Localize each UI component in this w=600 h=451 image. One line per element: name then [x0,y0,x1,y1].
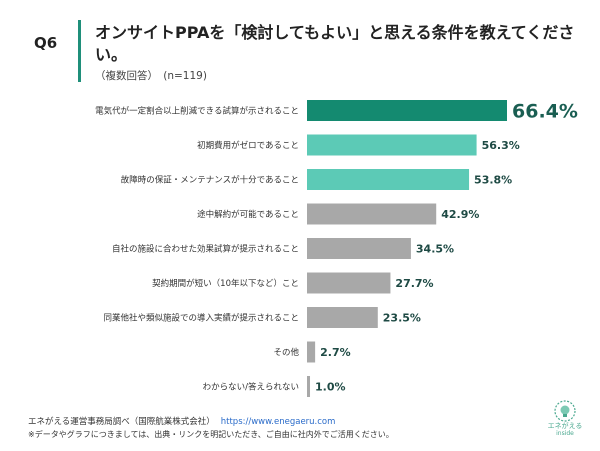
value-label-6: 23.5% [383,312,421,325]
bar-1 [307,134,477,156]
question-number: Q6 [34,34,58,52]
bar-chart: 電気代が一定割合以上削減できる試算が示されること初期費用がゼロであること故障時の… [95,100,578,397]
value-labels: 66.4% 56.3% 53.8% 42.9% 34.5% 27.7% 23.5% 2.7% 1… [315,101,578,394]
bar-0 [307,100,507,121]
bar-8 [307,376,311,397]
logo-text: エネがえる [547,422,583,430]
bar-2 [307,169,470,190]
bar-6 [307,307,378,328]
category-labels: 電気代が一定割合以上削減できる試算が示されること初期費用がゼロであること故障時の… [95,106,299,393]
category-label-1: 初期費用がゼロであること [197,140,299,151]
value-label-2: 53.8% [474,174,512,187]
value-label-8: 1.0% [315,381,346,394]
lightbulb-icon [554,400,576,422]
page-title: オンサイトPPAを「検討してもよい」と思える条件を教えてください。 [95,23,575,64]
value-label-7: 2.7% [320,346,351,359]
bar-3 [307,203,437,225]
category-label-6: 同業他社や類似施設での導入実績が提示されること [103,313,299,324]
value-label-4: 34.5% [416,243,454,256]
bar-5 [307,272,391,294]
category-label-0: 電気代が一定割合以上削減できる試算が示されること [95,106,299,117]
source-text: エネがえる運営事務局調べ（国際航業株式会社） [28,417,215,427]
bar-7 [307,341,316,363]
category-label-7: その他 [273,347,299,358]
category-label-2: 故障時の保証・メンテナンスが十分であること [121,175,299,186]
logo-subtext: inside [556,430,574,437]
title-accent-bar [78,20,81,82]
category-label-8: わからない/答えられない [203,382,299,393]
value-label-3: 42.9% [441,208,479,221]
bar-group [307,100,507,397]
category-label-5: 契約期間が短い（10年以下など）こと [152,278,299,289]
bar-4 [307,238,411,259]
value-label-0: 66.4% [512,101,578,123]
page-subtitle: （複数回答） (n=119) [95,70,207,82]
value-label-5: 27.7% [395,277,433,290]
value-label-1: 56.3% [482,139,520,152]
usage-note: ※データやグラフにつきましては、出典・リンクを明記いただき、ご自由に社内外でご活… [28,430,394,439]
brand-logo: エネがえる inside [543,400,587,444]
source-link[interactable]: https://www.enegaeru.com [220,417,336,427]
category-label-4: 自社の施設に合わせた効果試算が提示されること [112,244,299,255]
category-label-3: 途中解約が可能であること [197,209,299,220]
source-credit: エネがえる運営事務局調べ（国際航業株式会社） https://www.enegae… [28,415,335,427]
